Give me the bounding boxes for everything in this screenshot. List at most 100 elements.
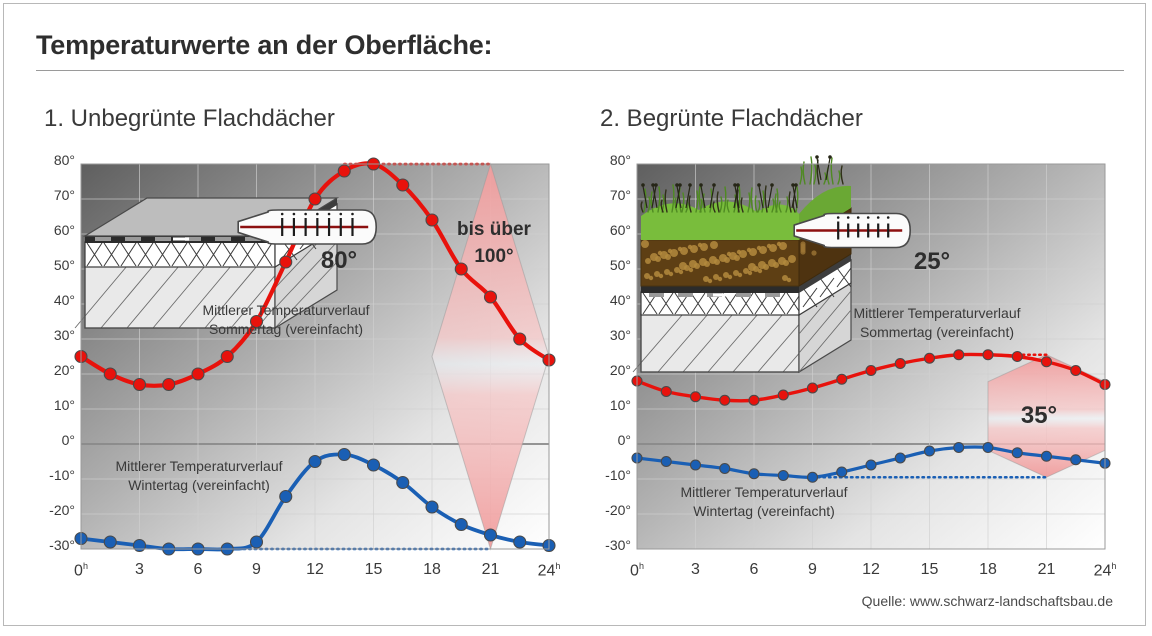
data-point	[337, 164, 351, 178]
data-point	[982, 349, 994, 361]
data-point	[483, 528, 498, 542]
y-axis-tick-label: 70°	[53, 187, 75, 203]
source-credit: Quelle: www.schwarz-landschaftsbau.de	[861, 593, 1113, 609]
data-point	[748, 394, 760, 406]
data-point	[191, 367, 205, 381]
y-axis-tick-label: 40°	[53, 292, 75, 308]
y-axis-tick-label: 10°	[609, 397, 631, 413]
data-point	[483, 290, 498, 304]
title-divider	[36, 70, 1124, 71]
data-point	[923, 445, 936, 457]
data-point	[308, 192, 322, 206]
data-point	[132, 377, 147, 392]
x-axis-tick-label: 6	[193, 561, 203, 578]
x-axis-tick-label: 18	[979, 561, 997, 578]
x-axis-tick-label: 24h	[1093, 561, 1117, 580]
data-point	[660, 455, 672, 468]
data-point	[1070, 454, 1082, 466]
thermometer-icon	[237, 209, 377, 245]
chart-2-summer-series-label: Mittlerer Temperaturverlauf Sommertag (v…	[853, 305, 1021, 340]
data-point	[719, 462, 731, 475]
x-axis-tick-label: 15	[920, 561, 939, 578]
y-axis-tick-label: 50°	[53, 257, 75, 273]
data-point	[396, 178, 410, 192]
y-axis-tick-label: -30°	[605, 537, 631, 553]
y-axis-tick-label: 60°	[53, 222, 75, 238]
chart-2-title: 2. Begrünte Flachdächer	[600, 105, 863, 132]
data-point	[953, 349, 965, 361]
x-axis-tick-label: 0h	[74, 561, 88, 580]
y-axis-tick-label: 10°	[53, 397, 75, 413]
plot-frame	[636, 163, 1106, 550]
data-point	[777, 389, 789, 401]
data-point	[103, 535, 117, 549]
data-point	[836, 466, 848, 478]
x-axis-tick-label: 0h	[630, 561, 644, 580]
chart-1-title: 1. Unbegrünte Flachdächer	[44, 105, 335, 132]
y-axis-tick-label: -10°	[49, 467, 75, 483]
page-title: Temperaturwerte an der Oberfläche:	[36, 30, 493, 60]
x-axis-tick-label: 15	[364, 561, 383, 578]
y-axis-tick-label: 0°	[61, 432, 75, 448]
y-axis-tick-label: -10°	[605, 467, 631, 483]
x-axis-tick-label: 21	[481, 561, 500, 578]
y-axis-tick-label: 80°	[53, 152, 75, 168]
data-point	[308, 454, 322, 469]
data-point	[982, 441, 994, 454]
data-point	[1011, 447, 1023, 459]
y-axis-tick-label: -30°	[49, 537, 75, 553]
x-axis-tick-label: 3	[691, 561, 700, 578]
data-point	[660, 385, 672, 398]
data-point	[865, 459, 877, 471]
data-point	[689, 459, 702, 471]
chart-1-thermometer-value: 80°	[320, 247, 358, 274]
chart-1-range-band-label: bis über 100°	[457, 219, 531, 267]
chart-1-unbegruente-flachdaecher	[74, 157, 556, 556]
y-axis-tick-label: -20°	[49, 502, 75, 518]
y-axis-tick-label: 30°	[53, 327, 75, 343]
data-point	[923, 352, 936, 364]
chart-2-begruente-flachdaecher	[631, 155, 1111, 550]
data-point	[249, 314, 264, 329]
data-point	[513, 535, 527, 549]
data-point	[513, 332, 527, 346]
x-axis-tick-label: 18	[423, 561, 441, 578]
data-point	[279, 489, 293, 504]
data-point	[425, 500, 439, 514]
data-point	[953, 441, 965, 454]
thermometer-icon	[793, 212, 911, 249]
data-point	[337, 447, 351, 462]
data-point	[806, 471, 819, 483]
x-axis-tick-label: 9	[252, 561, 261, 578]
data-point	[1040, 450, 1053, 462]
data-point	[454, 262, 468, 276]
data-point	[894, 452, 906, 464]
plot-frame	[80, 163, 550, 550]
data-point	[1070, 364, 1082, 377]
x-axis-tick-label: 21	[1037, 561, 1056, 578]
x-axis-tick-label: 3	[135, 561, 144, 578]
infographic-frame: Temperaturwerte an der Oberfläche: 1. Un…	[3, 3, 1146, 626]
data-point	[279, 255, 293, 269]
data-point	[103, 367, 117, 381]
data-point	[249, 535, 264, 549]
data-point	[689, 391, 702, 403]
x-axis-tick-label: 9	[808, 561, 817, 578]
y-axis-tick-label: 70°	[609, 187, 631, 203]
data-point	[1040, 356, 1053, 368]
data-point	[836, 373, 848, 385]
y-axis-tick-label: 30°	[609, 327, 631, 343]
data-point	[777, 469, 789, 482]
data-point	[396, 475, 410, 490]
y-axis-tick-label: 60°	[609, 222, 631, 238]
data-point	[894, 357, 906, 370]
y-axis-tick-label: 50°	[609, 257, 631, 273]
data-point	[454, 517, 468, 532]
y-axis-tick-label: 20°	[53, 362, 75, 378]
x-axis-tick-label: 12	[306, 561, 324, 578]
chart-1-winter-series-label: Mittlerer Temperaturverlauf Wintertag (v…	[115, 458, 283, 493]
x-axis-tick-label: 12	[862, 561, 880, 578]
chart-2-range-band-label: 35°	[1020, 402, 1058, 429]
y-axis-tick-label: 20°	[609, 362, 631, 378]
x-axis-tick-label: 24h	[537, 561, 561, 580]
